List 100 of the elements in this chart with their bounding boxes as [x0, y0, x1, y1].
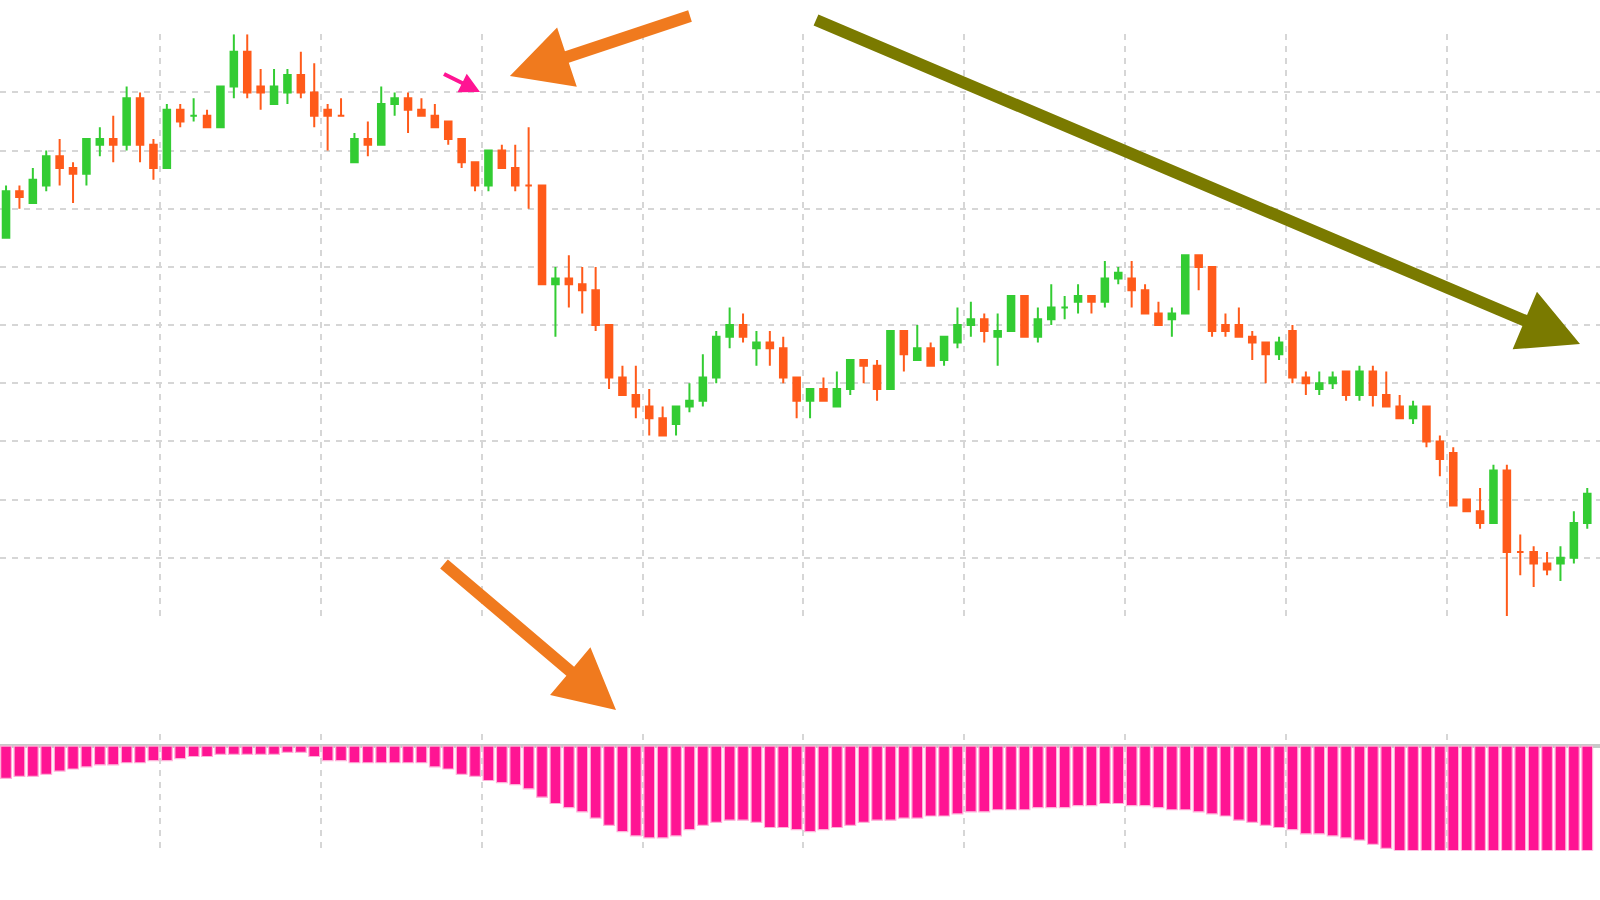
candlestick [1140, 283, 1150, 315]
candlestick [363, 120, 373, 158]
candlestick [95, 126, 105, 158]
candlestick [497, 143, 507, 169]
candlestick [390, 91, 399, 117]
candlestick [1060, 295, 1069, 321]
candlestick [484, 149, 493, 193]
candlestick [1529, 545, 1538, 588]
candlestick [725, 306, 734, 350]
candlestick [1046, 283, 1056, 327]
candlestick [122, 85, 131, 152]
candlestick [604, 324, 614, 391]
candlestick [899, 329, 909, 373]
candlestick [805, 388, 815, 420]
candlestick [845, 358, 855, 396]
candlestick [644, 388, 654, 437]
candlestick [1448, 446, 1458, 507]
candlestick [1368, 364, 1378, 408]
candlestick [1180, 254, 1190, 315]
candlestick [189, 97, 198, 123]
candlestick [577, 265, 587, 315]
candlestick [1502, 463, 1512, 616]
candlestick [1247, 329, 1257, 361]
candlestick [202, 108, 212, 129]
candlestick [417, 97, 426, 117]
candlestick [1381, 370, 1391, 408]
candlestick [537, 184, 547, 286]
candlestick [1556, 545, 1565, 583]
candlestick [1435, 434, 1445, 478]
candlestick [1261, 341, 1270, 385]
candlestick [1087, 295, 1096, 315]
candlestick [551, 265, 560, 338]
candlestick [1582, 486, 1592, 530]
candlestick [296, 50, 306, 100]
candlestick [55, 137, 64, 187]
candlestick [470, 161, 480, 193]
candlestick [269, 68, 279, 106]
candlestick [1328, 370, 1337, 391]
candlestick [41, 149, 51, 193]
candlestick [1408, 399, 1418, 425]
candlestick [430, 103, 440, 129]
candlestick [242, 34, 252, 100]
candlestick [658, 405, 667, 437]
candlestick [564, 254, 574, 309]
candlestick [778, 335, 788, 385]
candlestick [1020, 295, 1029, 338]
candlestick [1167, 306, 1177, 338]
candlestick [524, 126, 533, 210]
candlestick [256, 68, 265, 111]
candlestick [15, 184, 24, 210]
candlestick [939, 335, 949, 367]
candlestick [752, 329, 761, 367]
candlestick [1033, 306, 1043, 344]
candlestick [711, 329, 721, 385]
candlestick [591, 265, 600, 332]
candlestick [1288, 324, 1297, 385]
candlestick [283, 68, 292, 106]
candlestick [350, 132, 359, 164]
candlestick [738, 312, 748, 344]
candlestick [979, 312, 989, 344]
candlestick [1194, 254, 1203, 292]
candlestick [1395, 393, 1404, 420]
candlestick [872, 358, 882, 402]
candlestick [82, 137, 91, 187]
candlestick [1127, 260, 1136, 309]
candlestick [216, 85, 225, 129]
candlestick [68, 161, 78, 204]
candlestick [1234, 306, 1244, 338]
candlestick [685, 382, 694, 414]
candlestick [765, 329, 775, 367]
candlestick [162, 103, 172, 169]
candlestick [323, 103, 332, 152]
candlestick [618, 364, 627, 396]
candlestick [1462, 498, 1471, 513]
candlestick [671, 405, 681, 437]
candlestick [1, 184, 11, 239]
candlestick [1073, 283, 1083, 315]
candlestick [1341, 370, 1351, 402]
candlestick [1314, 370, 1324, 396]
candlestick [926, 341, 935, 367]
candlestick [175, 103, 185, 129]
candlestick [1221, 312, 1230, 338]
candlestick [792, 376, 801, 420]
candlestick [859, 358, 868, 385]
candlestick [376, 85, 386, 146]
candlestick [1154, 300, 1163, 327]
candlestick [443, 120, 453, 146]
candlestick [135, 91, 145, 164]
candlestick [1489, 463, 1498, 524]
candlestick [1355, 364, 1364, 402]
candlestick [1207, 265, 1217, 338]
candlestick [698, 353, 708, 408]
candlestick [1515, 533, 1525, 577]
candlestick [403, 91, 413, 135]
candlestick [457, 137, 466, 169]
candlestick [1569, 510, 1579, 565]
candlestick [832, 370, 842, 408]
candlestick [1100, 260, 1110, 309]
candlestick [229, 34, 239, 100]
candlestick [1422, 405, 1431, 449]
